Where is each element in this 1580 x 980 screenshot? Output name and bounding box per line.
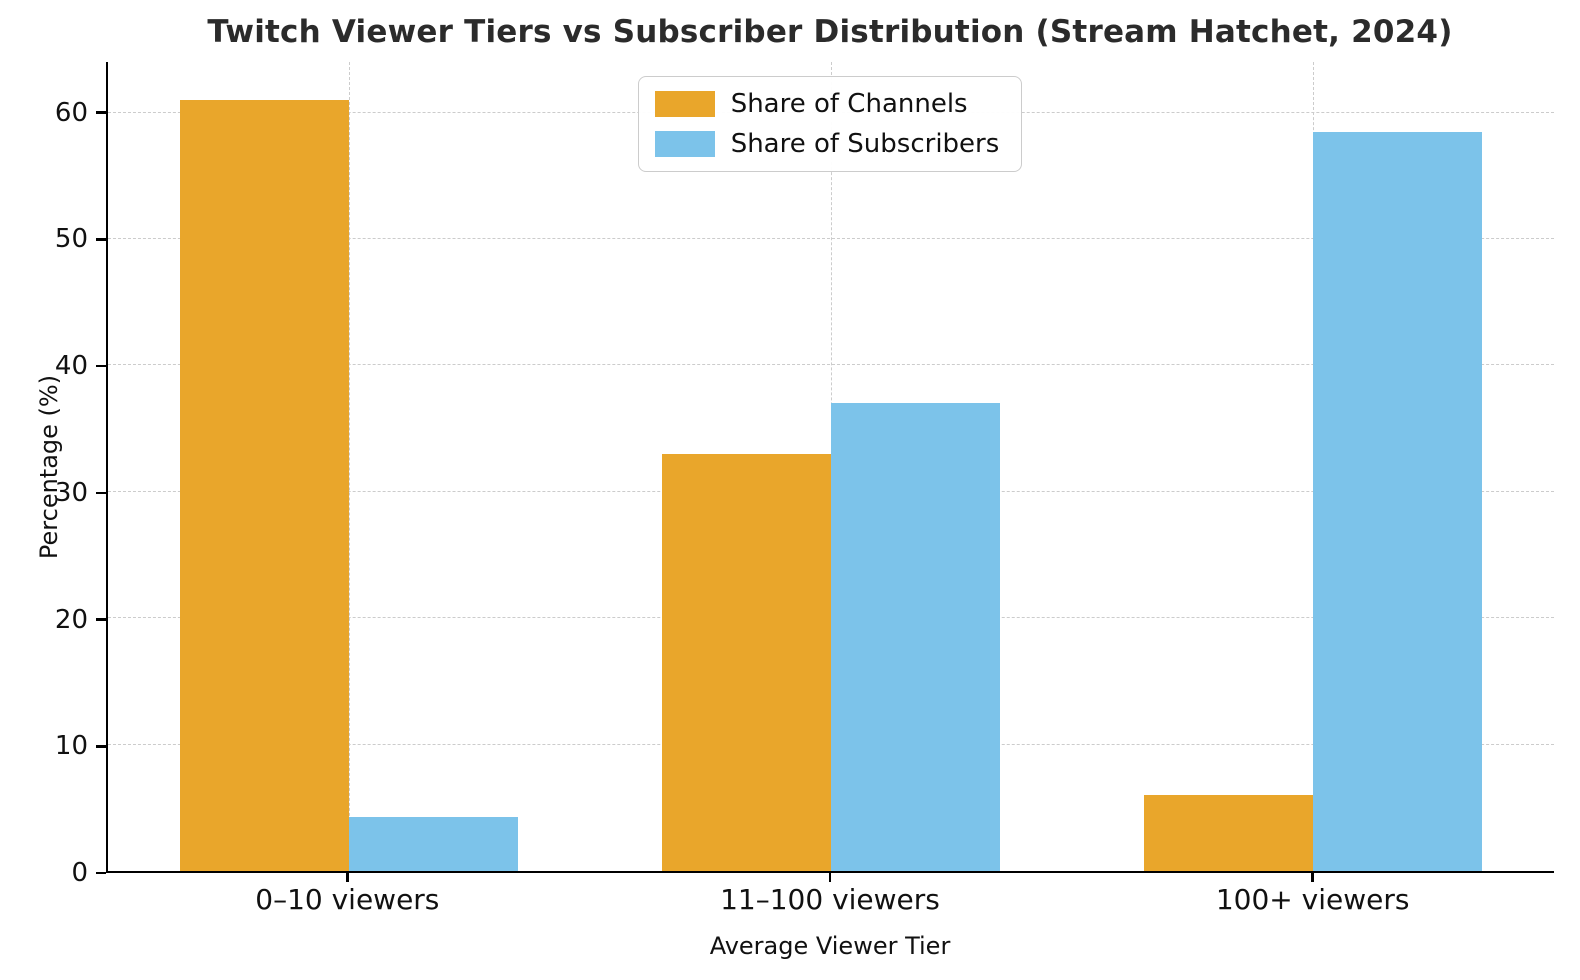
y-tick-label: 50: [54, 224, 88, 255]
x-tick-label: 0–10 viewers: [255, 883, 440, 916]
x-axis-label: Average Viewer Tier: [709, 932, 951, 960]
gridline-vertical: [349, 62, 350, 871]
legend-wrap: Share of Channels Share of Subscribers: [106, 76, 1554, 172]
y-tick-mark: [96, 491, 106, 495]
chart-title: Twitch Viewer Tiers vs Subscriber Distri…: [207, 14, 1453, 50]
legend-swatch-subscribers: [654, 131, 715, 157]
x-tick-mark: [346, 873, 349, 882]
legend-swatch-channels: [654, 91, 715, 117]
y-axis-label: Percentage (%): [35, 374, 63, 560]
y-tick-mark: [96, 238, 106, 241]
bar-share-of-channels-0: [180, 99, 349, 871]
y-tick-label: 10: [54, 731, 88, 762]
bar-share-of-subscribers-2: [1313, 131, 1482, 871]
bar-share-of-subscribers-0: [349, 816, 518, 871]
y-tick-label: 0: [71, 858, 88, 888]
y-tick-mark: [96, 364, 106, 368]
x-tick-mark: [828, 873, 832, 882]
x-tick-label: 11–100 viewers: [720, 883, 940, 916]
plot-area: [106, 62, 1554, 873]
legend-item-subscribers: Share of Subscribers: [654, 129, 1000, 159]
y-tick-mark: [96, 111, 106, 114]
legend: Share of Channels Share of Subscribers: [637, 76, 1023, 172]
y-tick-label: 30: [54, 477, 88, 508]
x-tick-label: 100+ viewers: [1215, 883, 1410, 916]
y-tick-label: 20: [54, 604, 88, 635]
legend-label-channels: Share of Channels: [730, 89, 968, 119]
y-tick-label: 40: [54, 351, 88, 382]
bar-share-of-channels-1: [662, 453, 831, 871]
x-tick-mark: [1311, 873, 1314, 882]
bar-share-of-subscribers-1: [831, 403, 1000, 871]
legend-label-subscribers: Share of Subscribers: [730, 129, 1000, 159]
legend-item-channels: Share of Channels: [654, 89, 1000, 119]
y-tick-mark: [96, 618, 106, 621]
y-tick-mark: [96, 745, 106, 748]
y-tick-mark: [96, 871, 106, 875]
y-tick-label: 60: [54, 97, 88, 128]
bar-share-of-channels-2: [1144, 795, 1313, 871]
